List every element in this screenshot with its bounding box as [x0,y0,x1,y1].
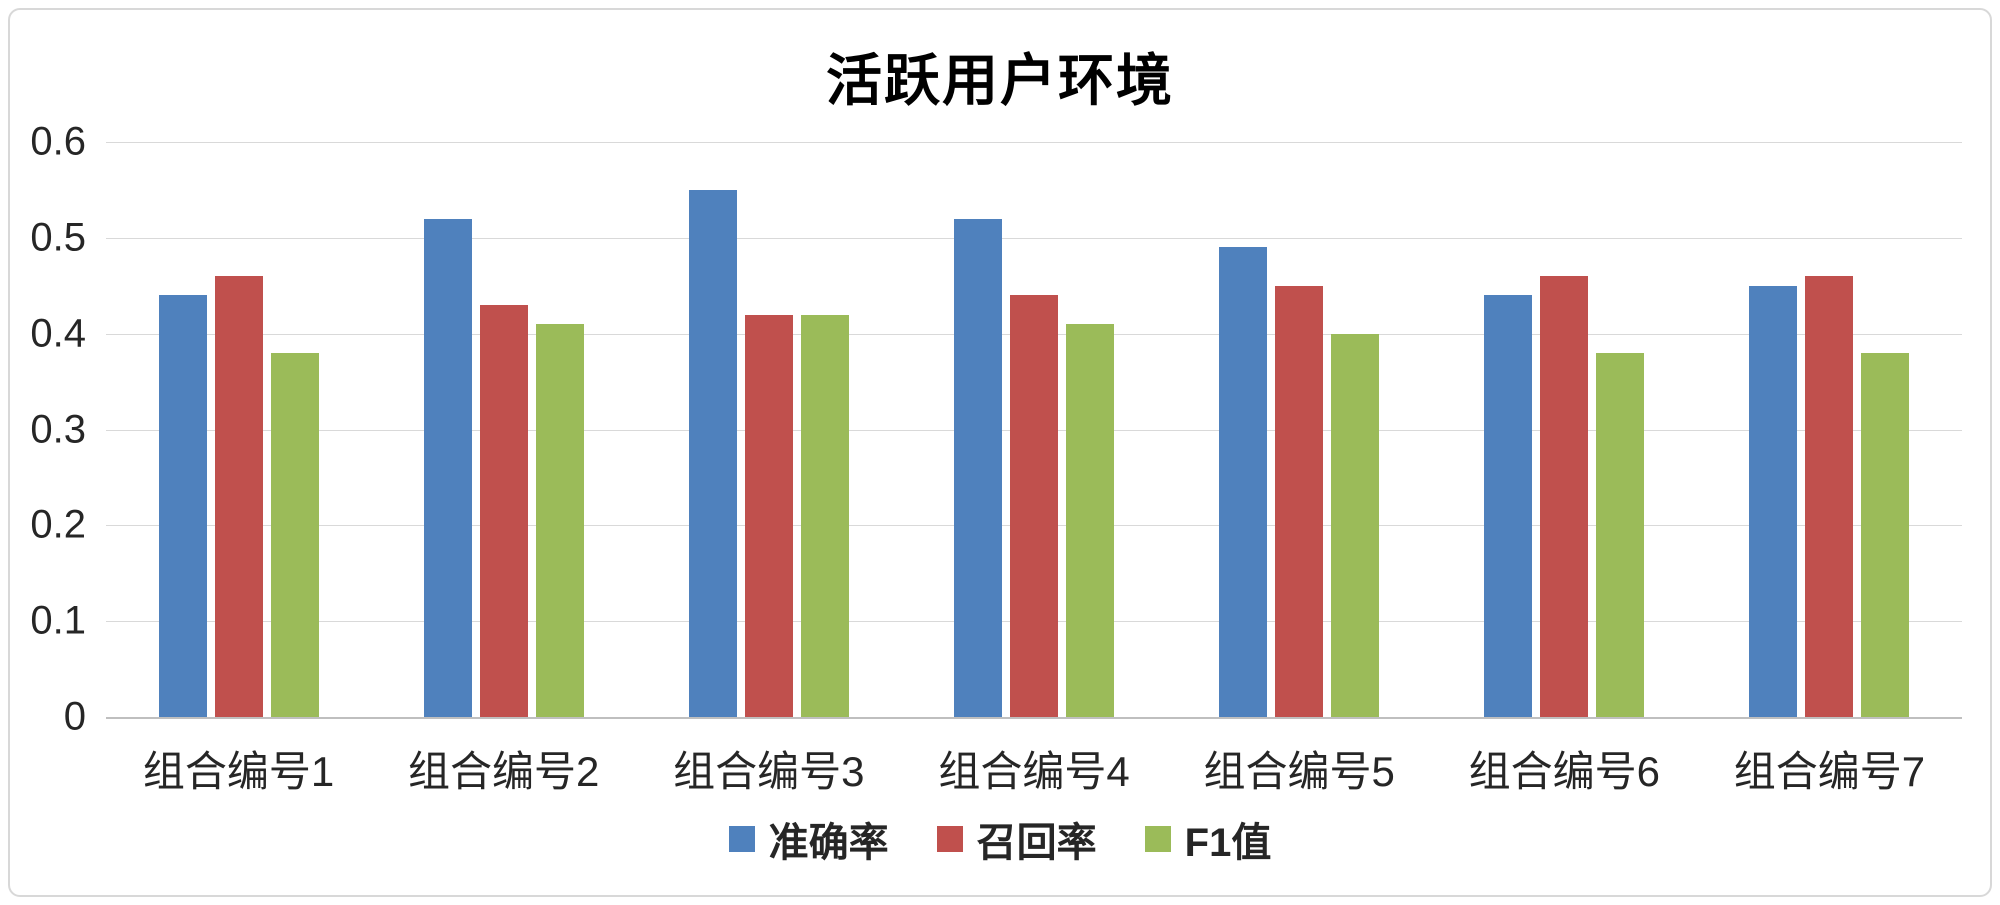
y-tick-label: 0.5 [30,215,86,260]
legend-item: F1值 [1144,810,1272,868]
x-category-label: 组合编号3 [673,748,865,795]
legend-label: 召回率 [976,821,1097,865]
bar-准确率 [1219,247,1268,717]
legend: 准确率 召回率 F1值 [10,810,1990,868]
bar-准确率 [1749,285,1798,717]
bar-准确率 [688,189,737,717]
y-axis: 0 0.1 0.2 0.3 0.4 0.5 0.6 [10,120,96,739]
bar-group [901,142,1166,717]
bar-group [1167,142,1432,717]
legend-swatch [1144,826,1171,852]
legend-item: 召回率 [936,810,1097,868]
bar-召回率 [1009,295,1058,717]
bar-group [1432,142,1697,717]
x-category-label: 组合编号4 [938,748,1130,795]
bar-F1值 [535,324,584,717]
bar-F1值 [270,352,319,717]
bar-groups [106,142,1962,717]
bar-召回率 [1275,285,1324,717]
bar-准确率 [1484,295,1533,717]
y-tick-label: 0.1 [30,598,86,643]
bar-召回率 [1540,276,1589,717]
bar-F1值 [1861,352,1910,717]
bar-准确率 [423,218,472,717]
legend-swatch [936,826,963,852]
bar-召回率 [214,276,263,717]
bar-F1值 [1331,333,1380,717]
plot-area [106,142,1962,719]
bar-F1值 [800,314,849,717]
x-category-label: 组合编号2 [408,748,600,795]
chart-frame: 活跃用户环境 0 0.1 0.2 0.3 0.4 0.5 0.6 组合编号1 组合编号2 组合编… [8,8,1992,897]
bar-group [1697,142,1962,717]
y-tick-label: 0 [63,694,86,739]
y-tick-label: 0.6 [30,119,86,164]
legend-label: F1值 [1184,821,1272,865]
bar-准确率 [953,218,1002,717]
bar-准确率 [158,295,207,717]
bar-召回率 [1805,276,1854,717]
legend-label: 准确率 [768,821,889,865]
chart-title: 活跃用户环境 [826,49,1174,112]
x-category-label: 组合编号6 [1468,748,1660,795]
x-category-label: 组合编号1 [142,748,335,795]
gridline [106,142,1962,143]
y-tick-label: 0.4 [30,311,86,356]
y-tick-label: 0.3 [30,407,86,451]
gridline [106,237,1962,239]
bar-group [106,142,371,717]
x-axis-line [106,717,1962,719]
bar-group [636,142,901,717]
x-category-label: 组合编号5 [1203,748,1395,795]
legend-swatch [728,826,755,852]
y-tick-label: 0.2 [30,502,86,547]
legend-item: 准确率 [728,810,889,868]
bar-F1值 [1596,352,1645,717]
bar-召回率 [744,314,793,717]
bar-F1值 [1065,324,1114,717]
x-axis: 组合编号1 组合编号2 组合编号3 组合编号4 组合编号5 组合编号6 组合编号7 [106,738,1962,799]
bar-召回率 [479,304,528,717]
bar-group [371,142,636,717]
x-category-label: 组合编号7 [1733,748,1926,795]
